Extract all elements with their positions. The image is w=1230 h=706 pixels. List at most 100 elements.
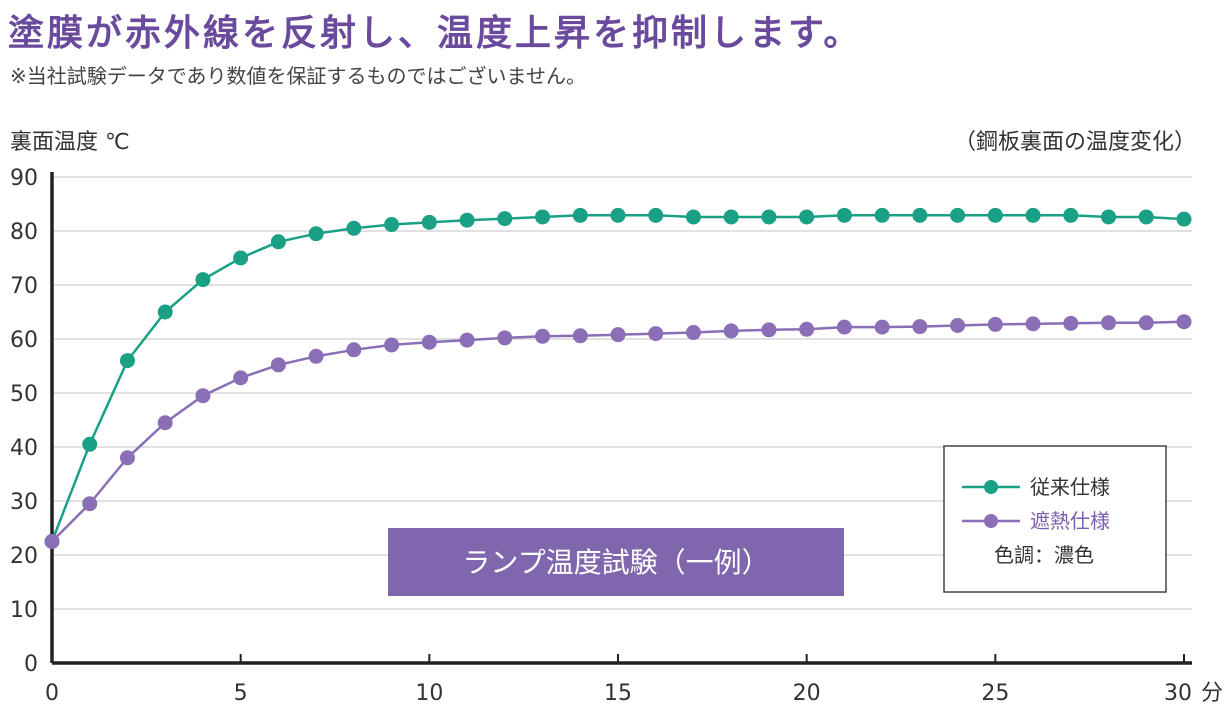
series-heat-shield-point bbox=[308, 348, 324, 364]
series-standard-point bbox=[1138, 209, 1154, 225]
x-tick-label: 20 bbox=[793, 681, 821, 706]
series-standard-point bbox=[1063, 207, 1079, 223]
annotation-badge: ランプ温度試験（一例） bbox=[388, 528, 844, 596]
series-heat-shield-point bbox=[346, 342, 362, 358]
annotation-badge-box bbox=[388, 528, 844, 596]
series-heat-shield-point bbox=[874, 319, 890, 335]
series-heat-shield-point bbox=[195, 388, 211, 404]
series-standard-point bbox=[1025, 207, 1041, 223]
y-tick-label: 50 bbox=[10, 382, 38, 407]
legend-note: 色調：濃色 bbox=[994, 543, 1094, 567]
legend: 従来仕様 遮熱仕様 色調：濃色 bbox=[943, 445, 1167, 593]
series-heat-shield-point bbox=[157, 415, 173, 431]
series-heat-shield-point bbox=[1101, 315, 1117, 331]
series-standard-point bbox=[1176, 211, 1192, 227]
series-heat-shield bbox=[44, 314, 1192, 549]
series-heat-shield-point bbox=[119, 450, 135, 466]
y-tick-label: 60 bbox=[10, 328, 38, 353]
series-standard-point bbox=[874, 207, 890, 223]
series-heat-shield-point bbox=[610, 327, 626, 343]
series-standard-point bbox=[572, 207, 588, 223]
y-tick-label: 10 bbox=[10, 598, 38, 623]
legend-label-standard: 従来仕様 bbox=[1030, 475, 1110, 499]
x-tick-label: 5 bbox=[234, 681, 248, 706]
series-standard-point bbox=[82, 436, 98, 452]
y-tick-label: 0 bbox=[24, 652, 38, 677]
y-tick-label: 20 bbox=[10, 544, 38, 569]
x-tick-label: 10 bbox=[415, 681, 443, 706]
series-standard-point bbox=[685, 209, 701, 225]
axes bbox=[50, 172, 1192, 665]
series-heat-shield-point bbox=[761, 322, 777, 338]
x-tick-label: 25 bbox=[981, 681, 1009, 706]
series-standard-point bbox=[157, 304, 173, 320]
series-standard-point bbox=[1101, 209, 1117, 225]
series-standard-point bbox=[950, 207, 966, 223]
series-standard bbox=[44, 207, 1192, 549]
series-standard-point bbox=[535, 209, 551, 225]
series-heat-shield-point bbox=[572, 328, 588, 344]
series-standard-point bbox=[459, 212, 475, 228]
series-heat-shield-point bbox=[987, 316, 1003, 332]
series-heat-shield-point bbox=[384, 337, 400, 353]
series-standard-point bbox=[421, 214, 437, 230]
series-standard-point bbox=[346, 220, 362, 236]
series-heat-shield-point bbox=[648, 326, 664, 342]
x-tick-label: 30 bbox=[1164, 681, 1192, 706]
series-standard-point bbox=[384, 217, 400, 233]
chart-caption: （鋼板裏面の温度変化） bbox=[953, 130, 1196, 155]
x-tick-labels: 0 5 10 15 20 25 30 分 bbox=[45, 681, 1223, 706]
legend-box bbox=[943, 445, 1167, 593]
series-standard-point bbox=[233, 250, 249, 266]
y-tick-label: 90 bbox=[10, 166, 38, 191]
series-heat-shield-point bbox=[459, 332, 475, 348]
y-axis-label: 裏面温度 ℃ bbox=[10, 130, 130, 155]
y-tick-label: 70 bbox=[10, 274, 38, 299]
series-standard-point bbox=[195, 272, 211, 288]
series-heat-shield-point bbox=[685, 325, 701, 341]
series-standard-point bbox=[610, 207, 626, 223]
series-standard-point bbox=[270, 234, 286, 250]
x-axis-unit: 分 bbox=[1201, 681, 1223, 706]
y-tick-label: 30 bbox=[10, 490, 38, 515]
series-heat-shield-point bbox=[1138, 315, 1154, 331]
series-standard-point bbox=[497, 211, 513, 227]
series-heat-shield-point bbox=[950, 318, 966, 333]
series-standard-point bbox=[761, 209, 777, 225]
series-standard-point bbox=[119, 353, 135, 369]
legend-marker-heat-shield bbox=[984, 514, 998, 528]
series-heat-shield-point bbox=[270, 357, 286, 373]
series-heat-shield-point bbox=[421, 334, 437, 350]
y-tick-label: 40 bbox=[10, 436, 38, 461]
series-heat-shield-point bbox=[723, 323, 739, 339]
series-heat-shield-point bbox=[44, 534, 60, 549]
series-heat-shield-point bbox=[836, 319, 852, 335]
series-standard-point bbox=[987, 207, 1003, 223]
y-tick-label: 80 bbox=[10, 220, 38, 245]
disclaimer-note: ※当社試験データであり数値を保証するものではございません。 bbox=[10, 64, 586, 88]
headline: 塗膜が赤外線を反射し、温度上昇を抑制します。 bbox=[8, 13, 863, 54]
legend-label-heat-shield: 遮熱仕様 bbox=[1030, 509, 1110, 533]
series-heat-shield-point bbox=[1176, 314, 1192, 330]
series-standard-point bbox=[836, 207, 852, 223]
series-standard-point bbox=[912, 207, 928, 223]
series-heat-shield-point bbox=[497, 330, 513, 346]
series-heat-shield-point bbox=[233, 370, 249, 386]
series-heat-shield-point bbox=[82, 496, 98, 512]
x-tick-label: 0 bbox=[45, 681, 59, 706]
series-heat-shield-point bbox=[535, 328, 551, 344]
x-tick-label: 15 bbox=[604, 681, 632, 706]
series-standard-point bbox=[799, 209, 815, 225]
series bbox=[44, 207, 1192, 549]
annotation-text: ランプ温度試験（一例） bbox=[462, 546, 769, 579]
series-heat-shield-point bbox=[1025, 316, 1041, 332]
y-tick-labels: 0 10 20 30 40 50 60 70 80 90 bbox=[10, 166, 38, 677]
series-heat-shield-point bbox=[799, 321, 815, 337]
series-standard-point bbox=[308, 226, 324, 242]
legend-marker-standard bbox=[984, 480, 998, 494]
series-heat-shield-point bbox=[912, 319, 928, 335]
series-heat-shield-point bbox=[1063, 315, 1079, 331]
series-standard-point bbox=[648, 207, 664, 223]
series-standard-point bbox=[723, 209, 739, 225]
